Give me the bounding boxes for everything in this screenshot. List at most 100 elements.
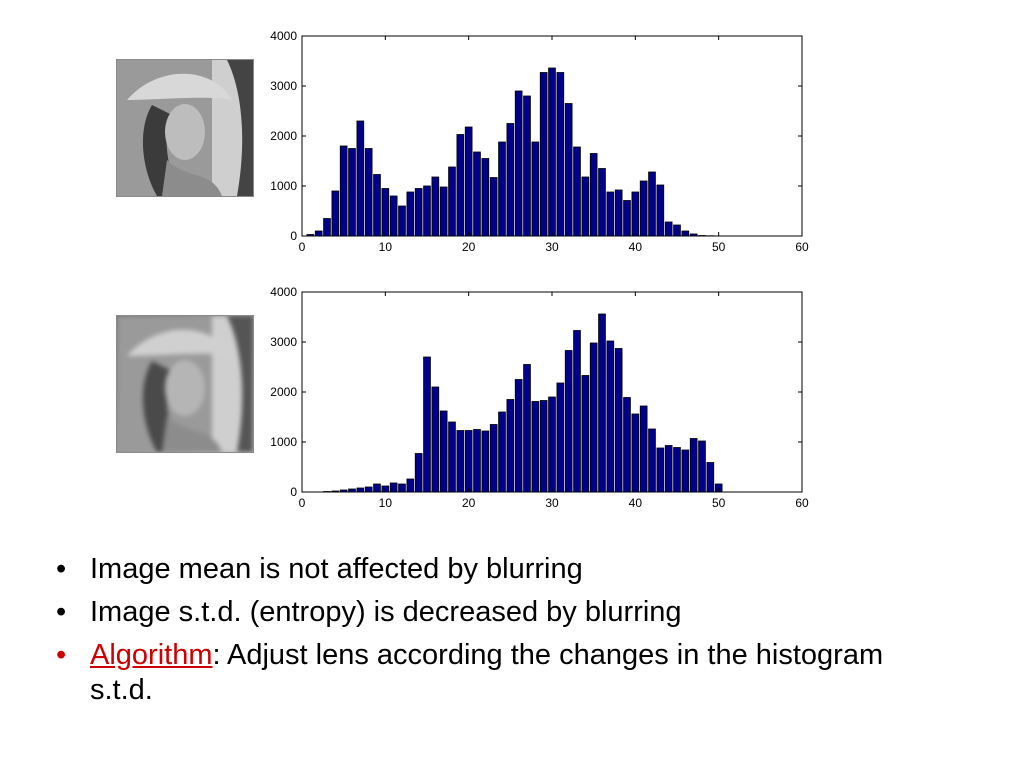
histogram-bar: [373, 174, 381, 237]
histogram-bar: [648, 171, 656, 237]
histogram-bar: [581, 176, 590, 237]
histogram-bar: [498, 141, 506, 237]
histogram-bar: [389, 195, 398, 237]
histogram-bar: [539, 400, 548, 493]
histogram-bar: [673, 224, 681, 237]
y-tick-label: 1000: [270, 179, 297, 193]
histogram-bar: [531, 401, 540, 493]
x-tick-label: 10: [379, 496, 393, 510]
y-tick-label: 0: [290, 485, 297, 499]
bullet-item-algorithm: • Algorithm: Adjust lens according the c…: [46, 638, 946, 708]
original-image-thumbnail: [116, 59, 254, 197]
histogram-bar: [448, 166, 456, 237]
y-tick-label: 3000: [270, 79, 297, 93]
histogram-bar: [523, 364, 531, 493]
histogram-bar: [598, 168, 606, 237]
histogram-bar: [556, 382, 565, 493]
histogram-bar: [656, 447, 665, 493]
x-tick-label: 60: [795, 240, 809, 254]
histogram-bar: [548, 67, 556, 237]
histogram-bar: [489, 177, 498, 237]
bullet-marker: •: [56, 639, 67, 671]
histogram-bar: [364, 486, 373, 493]
y-tick-label: 4000: [270, 29, 297, 43]
histogram-bar: [539, 72, 548, 237]
histogram-bar: [498, 411, 506, 493]
bullet-text: Image mean is not affected by blurring: [90, 553, 583, 585]
histogram-bar: [639, 405, 648, 493]
histogram-bar: [456, 430, 465, 493]
histogram-bar: [673, 447, 681, 493]
histogram-bar: [631, 413, 640, 493]
bullet-item: • Image mean is not affected by blurring: [46, 552, 946, 587]
histogram-bar: [506, 399, 515, 493]
histogram-bar: [514, 379, 523, 493]
x-tick-label: 30: [545, 240, 559, 254]
histogram-bar: [398, 205, 406, 237]
histogram-bar: [589, 342, 598, 493]
histogram-bar: [681, 449, 690, 493]
x-tick-label: 0: [299, 496, 306, 510]
histogram-bar: [323, 218, 331, 237]
histogram-bar: [664, 221, 673, 237]
histogram-bar: [439, 186, 448, 237]
y-tick-label: 3000: [270, 335, 297, 349]
histogram-bar: [656, 184, 665, 237]
x-tick-label: 40: [629, 240, 643, 254]
algorithm-link[interactable]: Algorithm: [90, 639, 213, 671]
histogram-bar: [356, 120, 365, 237]
histogram-bar: [389, 482, 398, 493]
y-tick-label: 4000: [270, 285, 297, 299]
x-tick-label: 20: [462, 496, 476, 510]
x-tick-label: 10: [379, 240, 393, 254]
histogram-bar: [314, 230, 323, 237]
histogram-bar: [339, 145, 348, 237]
histogram-bar: [398, 483, 406, 493]
histogram-bar: [464, 126, 473, 237]
histogram-bar: [523, 95, 531, 237]
histogram-bar: [556, 72, 565, 237]
histogram-bar: [531, 141, 540, 237]
histogram-bar: [506, 123, 515, 237]
histogram-bar: [431, 176, 440, 237]
histogram-bar: [581, 375, 590, 493]
x-tick-label: 0: [299, 240, 306, 254]
histogram-bar: [489, 424, 498, 493]
histogram-bar: [564, 350, 573, 493]
histogram-bar: [623, 200, 631, 237]
histogram-bar: [514, 90, 523, 237]
histogram-bar: [598, 313, 606, 493]
histogram-bar: [423, 185, 431, 237]
histogram-bar: [439, 410, 448, 493]
y-tick-label: 2000: [270, 385, 297, 399]
histogram-bar: [573, 146, 581, 237]
histogram-bar: [339, 489, 348, 493]
histogram-bar: [706, 462, 715, 493]
histogram-bar: [331, 190, 340, 237]
histogram-bar: [681, 230, 690, 237]
bullet-text: : Adjust lens according the changes in t…: [90, 639, 884, 706]
histogram-blurred-svg: 0 10 20 30 40 50 60 0 1000 2000 3000 4000: [270, 285, 809, 510]
histogram-bar: [623, 397, 631, 493]
x-tick-label: 30: [545, 496, 559, 510]
histogram-bar: [323, 491, 331, 493]
x-tick-label: 40: [629, 496, 643, 510]
histogram-bar: [348, 488, 356, 493]
x-tick-label: 20: [462, 240, 476, 254]
histogram-bar: [689, 438, 698, 493]
histogram-bar: [606, 191, 615, 237]
histogram-bar: [589, 153, 598, 237]
histogram-bar: [606, 340, 615, 493]
histogram-bar: [414, 453, 423, 493]
histogram-bar: [423, 356, 431, 493]
bullet-text: Image s.t.d. (entropy) is decreased by b…: [90, 596, 682, 628]
histogram-bar: [548, 396, 556, 493]
histogram-bar: [431, 386, 440, 493]
y-tick-label: 2000: [270, 129, 297, 143]
histogram-bar: [481, 430, 490, 493]
histogram-bar: [698, 440, 706, 493]
histogram-bar: [406, 478, 415, 493]
bullet-marker: •: [56, 553, 67, 585]
bullet-list: • Image mean is not affected by blurring…: [46, 552, 946, 716]
y-tick-label: 1000: [270, 435, 297, 449]
